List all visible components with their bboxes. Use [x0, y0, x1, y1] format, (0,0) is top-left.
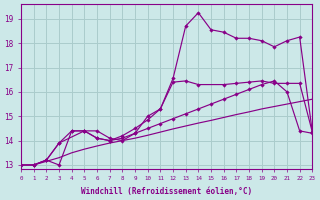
X-axis label: Windchill (Refroidissement éolien,°C): Windchill (Refroidissement éolien,°C): [81, 187, 252, 196]
